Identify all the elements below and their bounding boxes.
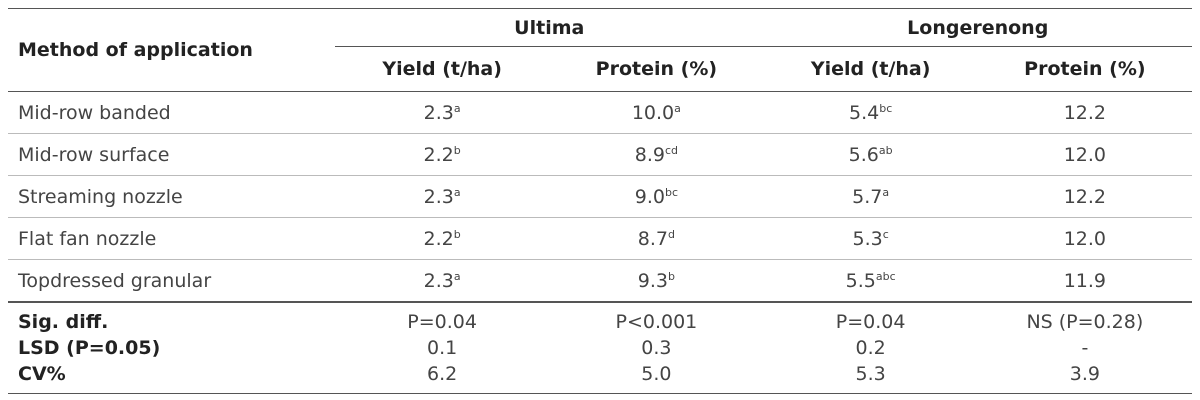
row-label: Mid-row surface bbox=[8, 133, 335, 176]
cell-value: 2.2 bbox=[423, 227, 454, 250]
cell: 2.3a bbox=[335, 259, 550, 302]
significance-letter: b bbox=[453, 143, 461, 157]
significance-letter: a bbox=[453, 185, 461, 199]
stat-cell: 5.3 bbox=[763, 361, 978, 394]
cell: 2.3a bbox=[335, 91, 550, 134]
column-header: Yield (t/ha) bbox=[763, 46, 978, 92]
cell-value: 5.4 bbox=[849, 101, 880, 124]
cell-value: 11.9 bbox=[1063, 269, 1107, 292]
stat-cell: P=0.04 bbox=[335, 301, 550, 335]
column-header: Yield (t/ha) bbox=[335, 46, 550, 92]
cell-value: 5.5 bbox=[845, 269, 876, 292]
stat-cell: 0.1 bbox=[427, 337, 458, 359]
cell: 5.4bc bbox=[763, 91, 978, 134]
row-label: Topdressed granular bbox=[8, 259, 335, 302]
cell-value: 5.3 bbox=[852, 227, 883, 250]
row-label: Streaming nozzle bbox=[8, 175, 335, 218]
significance-letter: ab bbox=[878, 143, 893, 157]
cell: 2.2b bbox=[335, 217, 550, 260]
stat-cell: 5.0 bbox=[549, 361, 764, 394]
significance-letter: a bbox=[453, 269, 461, 283]
cell-value: 9.3 bbox=[637, 269, 668, 292]
cell-value: 10.0 bbox=[631, 101, 675, 124]
cell: 10.0a bbox=[549, 91, 764, 134]
cell: 9.3b bbox=[549, 259, 764, 302]
data-rows: Mid-row banded 2.3a 10.0a 5.4bc 12.2 Mid-row … bbox=[8, 91, 1192, 302]
significance-letter: a bbox=[453, 101, 461, 115]
stat-label: LSD (P=0.05) bbox=[18, 337, 161, 359]
significance-letter: a bbox=[882, 185, 890, 199]
stat-label: CV% bbox=[8, 361, 335, 394]
cell-value: 12.0 bbox=[1063, 227, 1107, 250]
significance-letter: cd bbox=[664, 143, 678, 157]
group-header: Ultima bbox=[335, 8, 764, 47]
cell: 9.0bc bbox=[549, 175, 764, 218]
cell-value: 2.3 bbox=[423, 185, 454, 208]
cell-value: 2.3 bbox=[423, 101, 454, 124]
cell-value: 12.2 bbox=[1063, 101, 1107, 124]
cell: 12.0 bbox=[977, 133, 1192, 176]
data-row: Topdressed granular 2.3a 9.3b 5.5abc 11.9 bbox=[8, 259, 1192, 302]
cell: 5.6ab bbox=[763, 133, 978, 176]
column-row: Yield (t/ha) Protein (%) Yield (t/ha) Prote… bbox=[8, 46, 1192, 92]
cell: 8.7d bbox=[549, 217, 764, 260]
stat-cell: - bbox=[1081, 337, 1089, 359]
cell-value: 9.0 bbox=[634, 185, 665, 208]
group-header: Longerenong bbox=[763, 8, 1192, 47]
cell: 11.9 bbox=[977, 259, 1192, 302]
stat-row: CV% 6.2 5.0 5.3 3.9 bbox=[8, 361, 1192, 394]
stat-cell: 0.3 bbox=[641, 337, 672, 359]
significance-letter: b bbox=[667, 269, 675, 283]
row-label: Flat fan nozzle bbox=[8, 217, 335, 260]
stat-cell: 3.9 bbox=[977, 361, 1192, 394]
significance-letter: bc bbox=[879, 101, 893, 115]
cell-value: 5.7 bbox=[852, 185, 883, 208]
stat-label: Sig. diff. bbox=[8, 301, 335, 335]
significance-letter: b bbox=[453, 227, 461, 241]
table-header: Method of application Ultima Longerenong… bbox=[8, 8, 1192, 92]
significance-letter: d bbox=[667, 227, 675, 241]
cell-value: 2.3 bbox=[423, 269, 454, 292]
significance-letter: c bbox=[882, 227, 889, 241]
stat-row: LSD (P=0.05) 0.1 0.3 0.2 - bbox=[8, 335, 1192, 361]
cell-value: 8.7 bbox=[637, 227, 668, 250]
stat-row: Sig. diff. P=0.04 P<0.001 P=0.04 NS (P=0.28) bbox=[8, 301, 1192, 335]
cell: 12.2 bbox=[977, 91, 1192, 134]
cell: 8.9cd bbox=[549, 133, 764, 176]
stat-cell: NS (P=0.28) bbox=[977, 301, 1192, 335]
significance-letter: a bbox=[674, 101, 681, 115]
cell-value: 5.6 bbox=[848, 143, 879, 166]
group-row: Method of application Ultima Longerenong bbox=[8, 8, 1192, 92]
cell: 2.3a bbox=[335, 175, 550, 218]
data-row: Mid-row surface 2.2b 8.9cd 5.6ab 12.0 bbox=[8, 133, 1192, 176]
data-row: Mid-row banded 2.3a 10.0a 5.4bc 12.2 bbox=[8, 91, 1192, 134]
results-table: Method of application Ultima Longerenong… bbox=[8, 8, 1192, 394]
column-header: Protein (%) bbox=[549, 46, 764, 92]
significance-letter: abc bbox=[875, 269, 896, 283]
row-label: Mid-row banded bbox=[8, 91, 335, 134]
stat-cell: 0.2 bbox=[855, 337, 886, 359]
cell-value: 2.2 bbox=[423, 143, 454, 166]
stat-rows: Sig. diff. P=0.04 P<0.001 P=0.04 NS (P=0.28)… bbox=[8, 301, 1192, 394]
stat-cell: P=0.04 bbox=[763, 301, 978, 335]
data-row: Streaming nozzle 2.3a 9.0bc 5.7a 12.2 bbox=[8, 175, 1192, 218]
cell-value: 12.2 bbox=[1063, 185, 1107, 208]
cell-value: 8.9 bbox=[634, 143, 665, 166]
cell: 5.5abc bbox=[763, 259, 978, 302]
stat-cell: P<0.001 bbox=[549, 301, 764, 335]
cell: 12.0 bbox=[977, 217, 1192, 260]
cell-value: 12.0 bbox=[1063, 143, 1107, 166]
cell: 5.7a bbox=[763, 175, 978, 218]
method-header: Method of application bbox=[8, 8, 335, 92]
cell: 12.2 bbox=[977, 175, 1192, 218]
significance-letter: bc bbox=[664, 185, 678, 199]
cell: 2.2b bbox=[335, 133, 550, 176]
cell: 5.3c bbox=[763, 217, 978, 260]
stat-cell: 6.2 bbox=[335, 361, 550, 394]
column-header: Protein (%) bbox=[977, 46, 1192, 92]
data-row: Flat fan nozzle 2.2b 8.7d 5.3c 12.0 bbox=[8, 217, 1192, 260]
